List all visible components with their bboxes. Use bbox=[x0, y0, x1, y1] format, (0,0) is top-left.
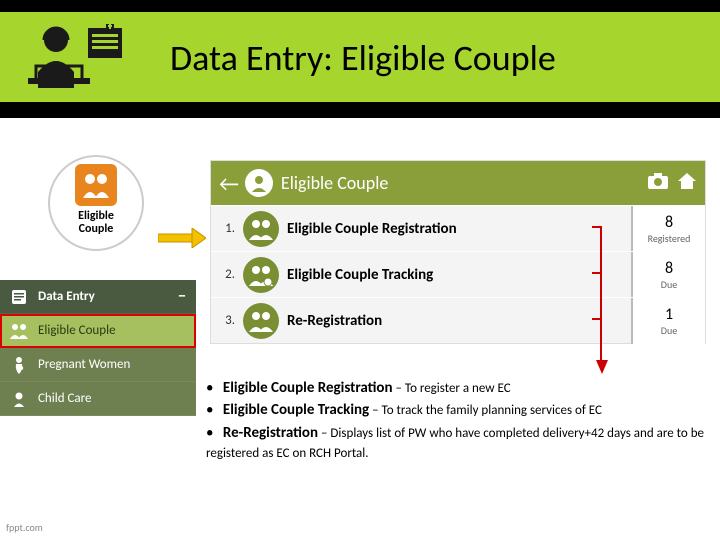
count-value: 8 bbox=[665, 213, 673, 232]
annotation-line bbox=[592, 226, 602, 228]
data-entry-icon bbox=[8, 286, 30, 308]
watermark: fppt.com bbox=[6, 521, 43, 534]
count-label: Registered bbox=[648, 232, 691, 245]
arrow-icon bbox=[158, 228, 206, 248]
slide-header: Data Entry: Eligible Couple bbox=[0, 0, 720, 118]
sidebar-menu: Data Entry − Eligible Couple Pregnant Wo… bbox=[0, 280, 196, 416]
count-due2: 1 Due bbox=[631, 298, 705, 344]
sidebar-header-data-entry[interactable]: Data Entry − bbox=[0, 280, 196, 314]
sidebar-item-eligible-couple[interactable]: Eligible Couple bbox=[0, 314, 196, 348]
annotation-arrowhead-icon bbox=[596, 360, 608, 374]
couple-icon bbox=[75, 164, 117, 206]
collapse-icon[interactable]: − bbox=[178, 287, 186, 306]
count-due: 8 Due bbox=[631, 252, 705, 298]
home-icon[interactable] bbox=[677, 172, 697, 195]
sidebar-item-label: Pregnant Women bbox=[38, 357, 130, 372]
row-number: 1. bbox=[217, 221, 235, 236]
pregnant-icon bbox=[8, 354, 30, 376]
annotation-line bbox=[592, 318, 602, 320]
bullet-registration: Eligible Couple Registration – To regist… bbox=[206, 378, 704, 398]
header-person-icon bbox=[245, 169, 273, 197]
sidebar-item-label: Child Care bbox=[38, 391, 92, 406]
count-label: Due bbox=[661, 278, 677, 291]
description-bullets: Eligible Couple Registration – To regist… bbox=[206, 378, 704, 465]
badge-label: EligibleCouple bbox=[78, 210, 114, 236]
app-row-reregistration[interactable]: 3. Re-Registration 1 Due bbox=[211, 297, 705, 343]
count-value: 8 bbox=[665, 259, 673, 278]
app-row-tracking[interactable]: 2. Eligible Couple Tracking 8 Due bbox=[211, 251, 705, 297]
child-icon bbox=[8, 388, 30, 410]
row-label: Eligible Couple Registration bbox=[287, 220, 631, 238]
app-row-registration[interactable]: 1. Eligible Couple Registration 8 Regist… bbox=[211, 205, 705, 251]
couple-small-icon bbox=[8, 320, 30, 342]
reregistration-icon bbox=[243, 303, 279, 339]
row-number: 2. bbox=[217, 267, 235, 282]
count-registered: 8 Registered bbox=[631, 206, 705, 252]
camera-icon[interactable] bbox=[647, 172, 669, 195]
back-icon[interactable]: ← bbox=[219, 170, 239, 197]
annotation-line bbox=[592, 272, 602, 274]
bullet-tracking: Eligible Couple Tracking – To track the … bbox=[206, 400, 704, 420]
row-number: 3. bbox=[217, 313, 235, 328]
count-label: Due bbox=[661, 324, 677, 337]
app-header: ← Eligible Couple bbox=[211, 161, 705, 205]
registration-icon bbox=[243, 211, 279, 247]
annotation-line bbox=[600, 226, 602, 366]
row-label: Eligible Couple Tracking bbox=[287, 266, 631, 284]
sidebar-item-child-care[interactable]: Child Care bbox=[0, 382, 196, 416]
tracking-icon bbox=[243, 257, 279, 293]
sidebar-item-label: Eligible Couple bbox=[38, 323, 116, 338]
app-title: Eligible Couple bbox=[281, 172, 639, 194]
app-screenshot: ← Eligible Couple 1. Eligible Couple Reg… bbox=[210, 160, 706, 344]
row-label: Re-Registration bbox=[287, 312, 631, 330]
bullet-reregistration: Re-Registration – Displays list of PW wh… bbox=[206, 423, 704, 464]
count-value: 1 bbox=[665, 305, 673, 324]
eligible-couple-badge: EligibleCouple bbox=[48, 155, 144, 251]
page-title: Data Entry: Eligible Couple bbox=[170, 36, 556, 80]
sidebar-item-pregnant-women[interactable]: Pregnant Women bbox=[0, 348, 196, 382]
operator-icon bbox=[18, 22, 128, 104]
sidebar-header-label: Data Entry bbox=[38, 289, 95, 304]
